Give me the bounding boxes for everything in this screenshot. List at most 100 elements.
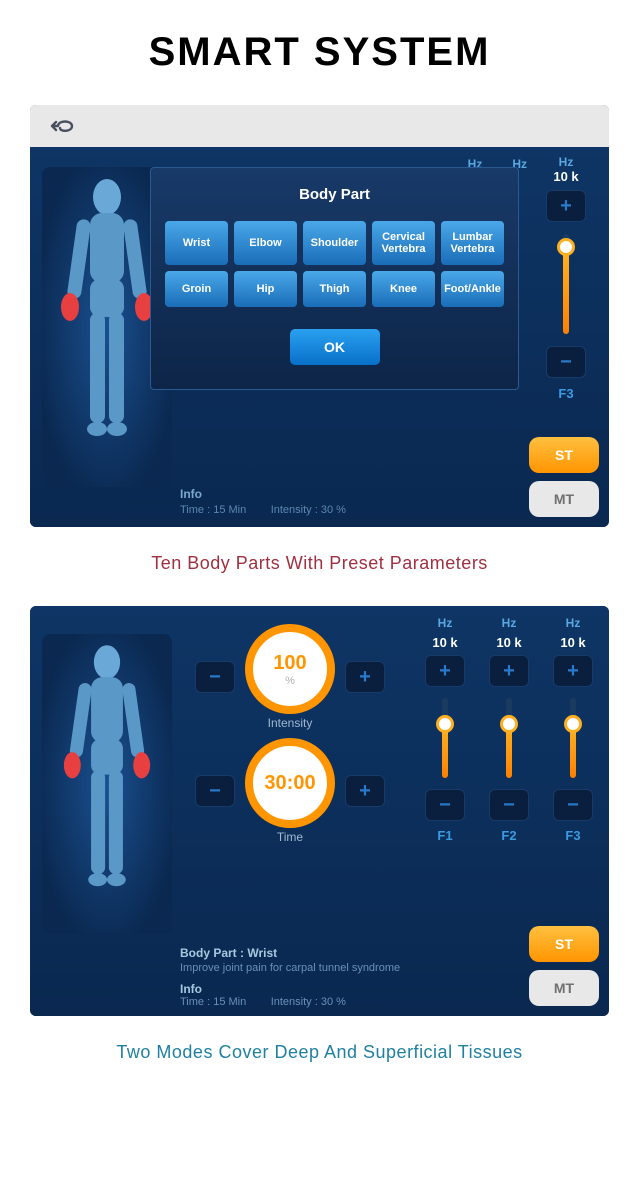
time-plus[interactable]: + [345, 775, 385, 807]
body-parts-grid: Wrist Elbow Shoulder Cervical Vertebra L… [165, 221, 504, 307]
part-wrist[interactable]: Wrist [165, 221, 228, 265]
frequency-slider[interactable] [442, 698, 448, 778]
minus-button[interactable]: − [425, 789, 465, 821]
hz-label: Hz [553, 155, 578, 169]
hz-label: Hz [438, 616, 453, 630]
time-label: Time [277, 830, 303, 844]
ok-button[interactable]: OK [290, 329, 380, 365]
plus-button[interactable]: + [546, 190, 586, 222]
mode-buttons: ST MT [529, 926, 599, 1006]
slider-thumb[interactable] [500, 715, 518, 733]
time-minus[interactable]: − [195, 775, 235, 807]
time-label: Time : [180, 996, 210, 1008]
intensity-dial-wrap: 100 % Intensity [245, 624, 335, 730]
intensity-value: 30 % [321, 504, 346, 516]
hz-value: 10 k [496, 635, 521, 650]
frequency-slider[interactable] [570, 698, 576, 778]
frequency-slider[interactable] [506, 698, 512, 778]
device-screen-1: Hz 10 k + − F3 Hz Hz Body Part Wrist Elb… [30, 105, 609, 527]
intensity-label: Intensity : [271, 504, 318, 516]
plus-button[interactable]: + [425, 655, 465, 687]
modal-title: Body Part [165, 186, 504, 203]
dials-column: − 100 % Intensity + − 30:00 Time [190, 624, 390, 844]
slider-fill [563, 252, 569, 334]
intensity-unit: % [285, 675, 295, 687]
device-screen-2: − 100 % Intensity + − 30:00 Time [30, 606, 609, 1016]
mode-mt-button[interactable]: MT [529, 481, 599, 517]
frequency-column-f1: Hz 10 k + − F1 [417, 616, 473, 843]
intensity-label: Intensity [268, 716, 313, 730]
slider-thumb[interactable] [564, 715, 582, 733]
part-shoulder[interactable]: Shoulder [303, 221, 366, 265]
frequency-column-f3: Hz 10 k + − F3 [545, 616, 601, 843]
body-part-label: Body Part : [180, 946, 244, 960]
time-value: 15 Min [213, 996, 246, 1008]
info-row: Time : 15 Min Intensity : 30 % [180, 504, 509, 516]
f3-label: F3 [565, 828, 580, 843]
hz-value: 10 k [553, 169, 578, 184]
body-part-value: Wrist [247, 946, 277, 960]
intensity-label: Intensity : [271, 996, 318, 1008]
frequency-slider[interactable] [563, 234, 569, 334]
mode-buttons: ST MT [529, 437, 599, 517]
slider-thumb[interactable] [436, 715, 454, 733]
part-foot-ankle[interactable]: Foot/Ankle [441, 271, 504, 307]
f3-label: F3 [558, 386, 573, 401]
back-icon [50, 116, 78, 136]
intensity-plus[interactable]: + [345, 661, 385, 693]
part-lumbar[interactable]: Lumbar Vertebra [441, 221, 504, 265]
minus-button[interactable]: − [553, 789, 593, 821]
mode-st-button[interactable]: ST [529, 926, 599, 962]
part-cervical[interactable]: Cervical Vertebra [372, 221, 435, 265]
part-elbow[interactable]: Elbow [234, 221, 297, 265]
time-dial[interactable]: 30:00 [245, 738, 335, 828]
plus-button[interactable]: + [553, 655, 593, 687]
slider-fill [506, 728, 512, 778]
mode-mt-button[interactable]: MT [529, 970, 599, 1006]
caption-1: Ten Body Parts With Preset Parameters [0, 537, 639, 598]
mode-st-button[interactable]: ST [529, 437, 599, 473]
body-figure [42, 634, 172, 934]
body-part-desc: Improve joint pain for carpal tunnel syn… [180, 962, 509, 974]
page-title: SMART SYSTEM [0, 0, 639, 95]
info-panel: Info Time : 15 Min Intensity : 30 % [180, 487, 509, 519]
minus-button[interactable]: − [546, 346, 586, 378]
hz-value: 10 k [560, 635, 585, 650]
intensity-dial[interactable]: 100 % [245, 624, 335, 714]
part-thigh[interactable]: Thigh [303, 271, 366, 307]
human-body-icon [42, 634, 172, 934]
time-value: 15 Min [213, 504, 246, 516]
body-part-modal: Body Part Wrist Elbow Shoulder Cervical … [150, 167, 519, 390]
screen-content-1: Hz 10 k + − F3 Hz Hz Body Part Wrist Elb… [30, 147, 609, 527]
description-panel: Body Part : Wrist Improve joint pain for… [180, 946, 509, 1008]
plus-button[interactable]: + [489, 655, 529, 687]
body-part-row: Body Part : Wrist [180, 946, 509, 960]
part-groin[interactable]: Groin [165, 271, 228, 307]
top-bar [30, 105, 609, 147]
screen-content-2: − 100 % Intensity + − 30:00 Time [30, 606, 609, 1016]
back-button[interactable] [46, 112, 82, 140]
intensity-row: − 100 % Intensity + [195, 624, 385, 730]
hz-label: Hz [502, 616, 517, 630]
part-knee[interactable]: Knee [372, 271, 435, 307]
hz-value: 10 k [432, 635, 457, 650]
info-title: Info [180, 487, 509, 501]
part-hip[interactable]: Hip [234, 271, 297, 307]
intensity-minus[interactable]: − [195, 661, 235, 693]
f2-label: F2 [501, 828, 516, 843]
time-row: − 30:00 Time + [195, 738, 385, 844]
time-label: Time : [180, 504, 210, 516]
f1-label: F1 [437, 828, 452, 843]
frequency-sliders: Hz 10 k + − F1 Hz 10 k + − F2 [417, 616, 601, 843]
hz-label: Hz [566, 616, 581, 630]
slider-thumb[interactable] [557, 238, 575, 256]
caption-2: Two Modes Cover Deep And Superficial Tis… [0, 1026, 639, 1087]
info-title: Info [180, 982, 509, 996]
info-row: Time : 15 Min Intensity : 30 % [180, 996, 509, 1008]
intensity-value: 30 % [321, 996, 346, 1008]
slider-fill [570, 728, 576, 778]
minus-button[interactable]: − [489, 789, 529, 821]
time-dial-wrap: 30:00 Time [245, 738, 335, 844]
slider-fill [442, 728, 448, 778]
intensity-value: 100 [273, 652, 306, 675]
